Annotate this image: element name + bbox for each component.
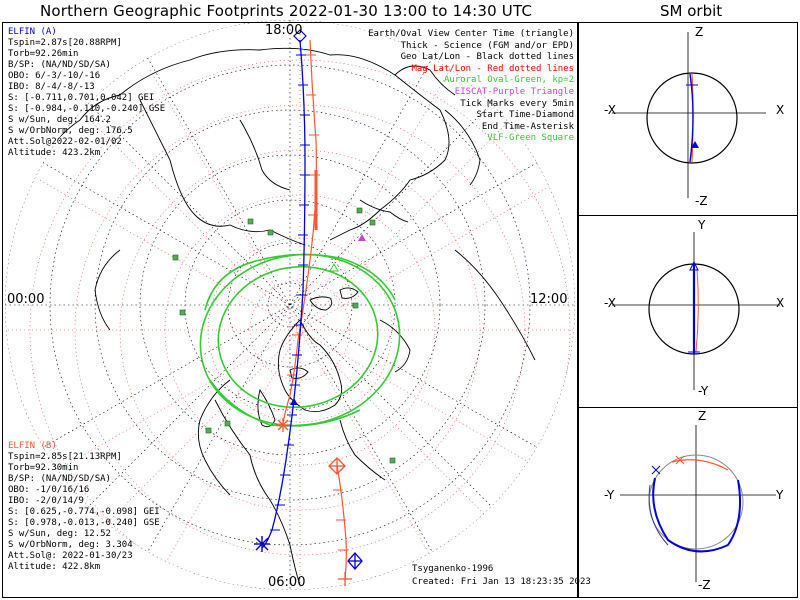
oval-center-triangle: [329, 262, 339, 272]
elfin-a-name: ELFIN (A): [8, 27, 57, 37]
elfin-a-view-triangle: [290, 398, 298, 405]
elfin-a-info: ELFIN (A) Tspin=2.87s[20.88RPM] Torb=92.…: [8, 27, 165, 159]
elfin-b-line: B/SP: (NA/ND/SD/SA): [8, 474, 111, 484]
elfin-b-line: IBO: -2/0/14/9: [8, 496, 84, 506]
lt-label-left: 00:00: [7, 292, 45, 307]
elfin-b-line: OBO: -1/0/16/16: [8, 485, 90, 495]
legend-item: End Time-Asterisk: [481, 121, 574, 132]
sm2-left-label: -X: [604, 296, 616, 310]
vlf-markers: [172, 207, 396, 464]
elfin-a-line: Altitude: 423.2km: [8, 148, 101, 158]
elfin-b-line: Torb=92.30min: [8, 463, 79, 473]
sm1-bottom-label: -Z: [695, 194, 708, 208]
elfin-a-line: Torb=92.26min: [8, 49, 79, 59]
legend-item: Mag Lat/Lon - Red dotted lines: [411, 63, 574, 74]
elfin-a-line: B/SP: (NA/ND/SD/SA): [8, 60, 111, 70]
sm1-top-label: Z: [695, 25, 704, 39]
elfin-a-line: OBO: 6/-3/-10/-16: [8, 71, 101, 81]
auroral-ovals: [199, 253, 401, 427]
lt-label-right: 12:00: [530, 292, 568, 307]
elfin-a-line: Tspin=2.87s[20.88RPM]: [8, 38, 122, 48]
elfin-b-start-diamond: [328, 457, 346, 475]
legend-item: Auroral Oval-Green, kp=2: [443, 75, 574, 86]
elfin-a-line: IBO: 8/-4/-8/-13: [8, 82, 95, 92]
elfin-a-track: [261, 39, 310, 549]
elfin-b-line: S: [0.978,-0.013,-0.240] GSE: [8, 518, 160, 528]
elfin-b-track: [282, 39, 348, 581]
sm3-right-label: Y: [776, 488, 784, 502]
legend-item: Thick - Science (FGM and/or EPD): [400, 40, 574, 51]
elfin-b-line: S: [0.625,-0.774,-0.098] GEI: [8, 507, 160, 517]
elfin-a-line: S: [-0.711,0.701,0.042] GEI: [8, 93, 155, 103]
elfin-a-line: S: [-0.984,-0.110,-0.240] GSE: [8, 104, 166, 114]
elfin-b-name: ELFIN (B): [8, 441, 57, 451]
legend-item: Earth/Oval View Center Time (triangle): [368, 29, 574, 39]
sm-panel-3-plot: [620, 425, 776, 582]
created-timestamp: Created: Fri Jan 13 18:23:35 2023: [412, 577, 591, 587]
elfin-a-start-diamond: [347, 552, 363, 570]
elfin-a-north-diamond: [293, 29, 307, 43]
elfin-a-line: S w/OrbNorm, deg: 176.5: [8, 126, 133, 136]
eiscat-triangle: [358, 234, 366, 241]
sm-orbit-title: SM orbit: [660, 2, 723, 20]
legend-item: Tick Marks every 5min: [460, 98, 574, 109]
legend-item: VLF-Green Square: [487, 133, 574, 144]
elfin-a-line: Att.Sol@2022-02-01/02: [8, 137, 122, 147]
plot-title: Northern Geographic Footprints 2022-01-3…: [40, 2, 533, 20]
legend-item: EISCAT-Purple Triangle: [454, 86, 574, 97]
sm-panel-1-plot: [612, 32, 766, 198]
sm2-top-label: Y: [698, 218, 706, 232]
sm3-bottom-label: -Z: [698, 578, 711, 592]
sm2-right-label: X: [776, 296, 785, 310]
elfin-b-info: ELFIN (B) Tspin=2.85s[21.13RPM] Torb=92.…: [8, 441, 160, 573]
elfin-a-end-asterisk: [254, 536, 270, 552]
map-legend: Earth/Oval View Center Time (triangle) T…: [368, 29, 574, 145]
geo-grid: [5, 20, 575, 590]
elfin-b-end-asterisk: [276, 418, 290, 432]
elfin-b-line: S w/OrbNorm, deg: 3.304: [8, 540, 133, 550]
elfin-b-line: Tspin=2.85s[21.13RPM]: [8, 452, 122, 462]
elfin-b-line: Altitude: 422.8km: [8, 562, 101, 572]
sm2-bottom-label: -Y: [698, 384, 709, 398]
sm1-left-label: -X: [604, 103, 616, 117]
elfin-a-line: S w/Sun, deg: 164.2: [8, 115, 111, 125]
sm1-right-label: X: [776, 103, 785, 117]
sm3-left-label: -Y: [604, 488, 615, 502]
elfin-b-line: Att.Sol@: 2022-01-30/23: [8, 551, 133, 561]
legend-item: Start Time-Diamond: [476, 110, 574, 121]
sm3-top-label: Z: [698, 409, 707, 423]
legend-item: Geo Lat/Lon - Black dotted lines: [400, 52, 574, 63]
model-credit: Tsyganenko-1996: [412, 564, 494, 574]
sm-panel-2-plot: [612, 232, 780, 390]
lt-label-bottom: 06:00: [268, 575, 306, 590]
lt-label-top: 18:00: [265, 23, 303, 38]
coastlines: [29, 47, 536, 586]
elfin-b-end-asterisk-2: [338, 572, 352, 586]
elfin-b-line: S w/Sun, deg: 12.52: [8, 529, 111, 539]
sm-panel-3-frame: [578, 407, 798, 598]
map-frame: [2, 22, 578, 598]
